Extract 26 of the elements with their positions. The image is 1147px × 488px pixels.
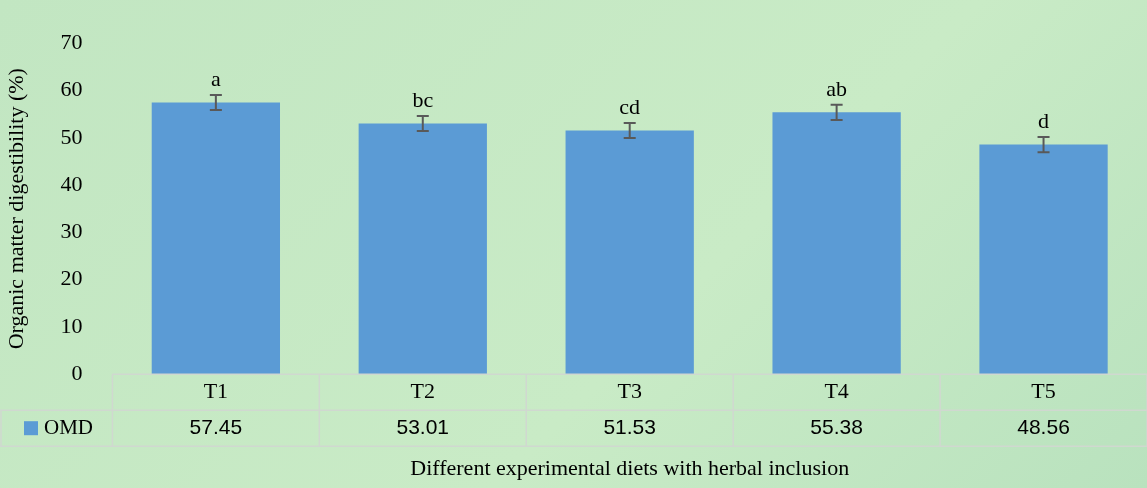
annotation: a <box>210 65 221 91</box>
annotation: ab <box>826 75 847 101</box>
x-tick-label: T3 <box>617 378 642 404</box>
annotation: d <box>1038 107 1050 133</box>
x-axis-title: Different experimental diets with herbal inclusion <box>410 454 850 480</box>
y-tick-label: 40 <box>60 170 83 196</box>
data-label: 55.38 <box>810 415 863 438</box>
y-tick-label: 50 <box>60 123 83 149</box>
x-tick-label: T5 <box>1031 378 1056 404</box>
y-tick-label: 30 <box>60 218 83 244</box>
annotation: bc <box>412 86 434 112</box>
x-tick-label: T4 <box>824 378 849 404</box>
y-tick-label: 10 <box>60 312 83 338</box>
x-tick-label: T1 <box>203 378 229 404</box>
y-tick-label: 20 <box>60 265 83 291</box>
data-label: 57.45 <box>189 415 243 438</box>
annotation: cd <box>619 93 641 119</box>
data-label: 53.01 <box>396 415 450 438</box>
y-tick-label: 0 <box>71 359 83 385</box>
y-axis-title: Organic matter digestibility (%) <box>2 68 28 350</box>
legend-label: OMD <box>44 414 94 439</box>
x-tick-label: T2 <box>410 378 436 404</box>
y-tick-label: 60 <box>60 76 83 102</box>
data-label: 51.53 <box>603 415 656 438</box>
y-tick-label: 70 <box>60 28 83 54</box>
data-label: 48.56 <box>1017 415 1070 438</box>
